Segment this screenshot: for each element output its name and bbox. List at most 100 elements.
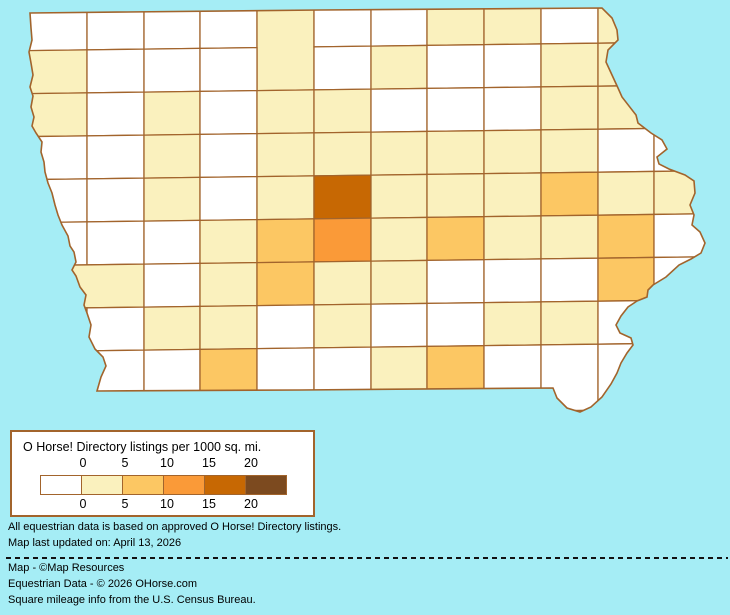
footer-updated-note: Map last updated on: April 13, 2026 bbox=[8, 537, 182, 549]
county-cell bbox=[313, 131, 372, 177]
dashed-divider bbox=[6, 557, 728, 559]
county-cell bbox=[483, 86, 542, 132]
county-cell bbox=[483, 172, 542, 218]
county-cell bbox=[370, 8, 428, 47]
credit-map-source: Map - ©Map Resources bbox=[8, 562, 125, 574]
county-cell bbox=[426, 302, 485, 348]
county-cell bbox=[86, 134, 145, 180]
county-cell bbox=[143, 133, 201, 179]
county-cell bbox=[313, 217, 372, 263]
county-cell bbox=[540, 85, 599, 131]
county-cell bbox=[370, 302, 428, 348]
county-cell bbox=[143, 305, 201, 351]
county-cell bbox=[483, 215, 542, 261]
county-cell bbox=[256, 347, 315, 412]
county-cell bbox=[653, 83, 705, 130]
county-cell bbox=[86, 48, 145, 94]
county-cell bbox=[597, 170, 655, 216]
county-cell bbox=[370, 44, 428, 90]
county-cell bbox=[199, 8, 258, 50]
county-cell bbox=[426, 345, 485, 412]
county-cell bbox=[653, 40, 705, 87]
county-cell bbox=[199, 132, 258, 179]
county-cell bbox=[597, 84, 655, 130]
county-cell bbox=[86, 177, 145, 223]
legend-swatch bbox=[122, 475, 164, 495]
county-cell bbox=[313, 260, 372, 306]
county-cell bbox=[256, 218, 315, 264]
county-cell bbox=[313, 346, 372, 412]
legend-swatch bbox=[163, 475, 205, 495]
county-cell bbox=[370, 173, 428, 219]
county-cell bbox=[199, 261, 258, 308]
legend-tick-top: 5 bbox=[121, 456, 129, 470]
county-cell bbox=[143, 176, 201, 222]
county-cell bbox=[199, 175, 258, 222]
state-outline bbox=[28, 7, 706, 413]
county-cell bbox=[653, 126, 705, 173]
county-layer bbox=[29, 8, 705, 412]
county-cell bbox=[199, 218, 258, 265]
county-cell bbox=[426, 173, 485, 219]
legend-swatch bbox=[204, 475, 246, 495]
legend-tick-top: 20 bbox=[244, 456, 258, 470]
county-cell bbox=[370, 87, 428, 133]
county-cell bbox=[199, 89, 258, 136]
legend-tick-bottom: 5 bbox=[121, 497, 129, 511]
county-cell bbox=[143, 348, 201, 412]
legend-tick-top: 10 bbox=[160, 456, 174, 470]
county-cell bbox=[426, 44, 485, 90]
county-cell bbox=[29, 8, 88, 52]
credit-data-source: Equestrian Data - © 2026 OHorse.com bbox=[8, 578, 198, 590]
legend-swatch bbox=[40, 475, 82, 495]
county-cell bbox=[483, 301, 542, 347]
legend-tick-top: 15 bbox=[202, 456, 216, 470]
county-cell bbox=[29, 350, 88, 412]
legend-swatch-bar bbox=[40, 475, 287, 495]
county-cell bbox=[199, 46, 258, 93]
county-cell bbox=[426, 130, 485, 176]
county-cell bbox=[86, 306, 145, 352]
county-cell bbox=[29, 307, 88, 353]
county-cell bbox=[256, 132, 315, 178]
county-cell bbox=[426, 259, 485, 305]
legend-tick-bottom: 10 bbox=[160, 497, 174, 511]
county-cell bbox=[256, 304, 315, 350]
county-cell bbox=[653, 8, 705, 44]
county-cell bbox=[256, 175, 315, 221]
credit-mileage-source: Square mileage info from the U.S. Census… bbox=[8, 594, 256, 606]
footer-data-note: All equestrian data is based on approved… bbox=[8, 521, 342, 533]
county-cell bbox=[540, 128, 599, 174]
county-cell bbox=[29, 221, 88, 267]
county-cell bbox=[540, 214, 599, 260]
county-cell bbox=[313, 174, 372, 220]
county-cell bbox=[199, 304, 258, 351]
county-cell bbox=[29, 178, 88, 224]
legend: O Horse! Directory listings per 1000 sq.… bbox=[10, 430, 315, 517]
county-cell bbox=[653, 341, 705, 411]
county-cell bbox=[426, 216, 485, 262]
legend-tick-bottom: 20 bbox=[244, 497, 258, 511]
county-cell bbox=[143, 47, 201, 93]
county-cell bbox=[313, 88, 372, 134]
county-cell bbox=[653, 298, 705, 345]
iowa-map bbox=[28, 7, 706, 413]
county-cell bbox=[540, 171, 599, 217]
county-cell bbox=[370, 130, 428, 176]
county-cell bbox=[540, 257, 599, 303]
county-cell bbox=[597, 127, 655, 173]
county-cell bbox=[313, 303, 372, 349]
county-cell bbox=[29, 49, 88, 95]
county-cell bbox=[483, 258, 542, 304]
county-cell bbox=[597, 8, 655, 44]
county-cell bbox=[653, 169, 705, 216]
county-cell bbox=[540, 300, 599, 346]
county-cell bbox=[426, 87, 485, 133]
county-cell bbox=[483, 8, 542, 46]
county-cell bbox=[86, 8, 145, 51]
county-cell bbox=[653, 212, 705, 259]
county-cell bbox=[313, 45, 372, 91]
county-cell bbox=[256, 8, 315, 92]
